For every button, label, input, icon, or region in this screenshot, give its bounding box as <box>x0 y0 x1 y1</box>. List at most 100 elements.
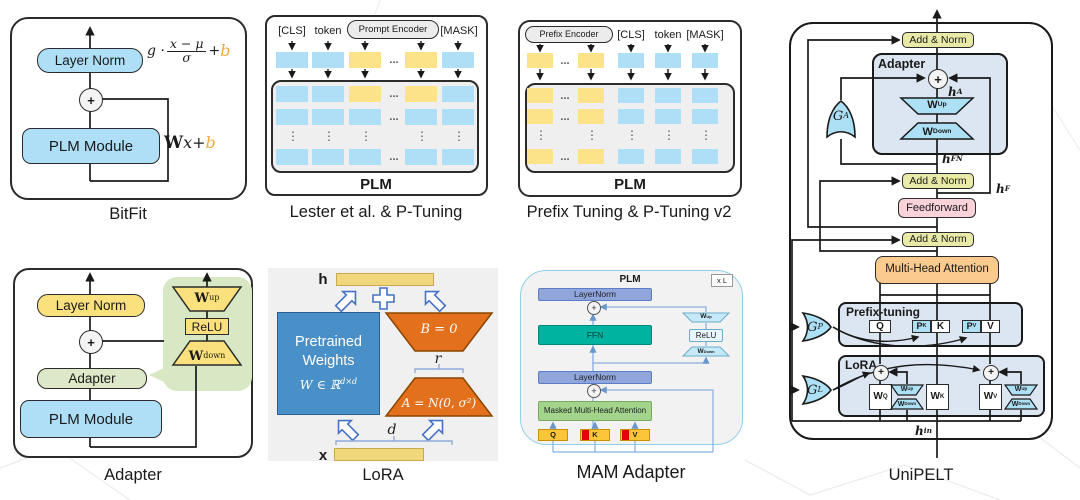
layernorm-formula: g · x − μ σ + b <box>147 36 231 65</box>
embedding-cell <box>692 53 718 68</box>
residual-plus-circle: + <box>79 330 103 354</box>
layer-norm-box: Layer Norm <box>37 48 143 73</box>
plm-cell <box>349 86 381 102</box>
k-prefix-segment <box>582 430 589 440</box>
unipelt-caption: UniPELT <box>888 466 954 484</box>
x-label: x <box>318 446 328 464</box>
lora-a-trapezoid <box>384 377 494 417</box>
layernorm-top-box: LayerNorm <box>538 288 652 301</box>
prefix-panel-label: Prefix-tuning <box>846 304 920 319</box>
cls-label: [CLS] <box>617 28 645 41</box>
prefix-caption: Prefix Tuning & P-Tuning v2 <box>526 203 732 221</box>
times-l-box: x L <box>711 274 733 287</box>
v-box: V <box>620 429 650 441</box>
pretrained-weights-box: Pretrained Weights W ∈ ℝd×d <box>277 312 380 415</box>
v-box: V <box>981 320 1000 333</box>
vdots: ⋮ <box>586 128 598 142</box>
layernorm-mid-box: LayerNorm <box>538 371 652 384</box>
w-up-label: W Up <box>900 386 914 393</box>
layer-norm-box: Layer Norm <box>37 294 145 317</box>
lester-caption: Lester et al. & P-Tuning <box>289 203 463 221</box>
embedding-cell <box>618 53 644 68</box>
w-up-trapezoid <box>681 312 731 323</box>
plm-cell <box>312 149 344 165</box>
w-up-label: W Up <box>1014 386 1028 393</box>
lora-caption: LoRA <box>362 466 404 484</box>
vdots: ⋮ <box>323 129 335 143</box>
w-down-label: W Down <box>922 126 952 138</box>
w-down-trapezoid <box>681 346 731 357</box>
w-down-trapezoid <box>1003 398 1039 410</box>
k-box: K <box>580 429 610 441</box>
embedding-cell <box>442 52 474 68</box>
mask-label: [MASK] <box>686 28 724 41</box>
h-fn-label: h FN <box>942 151 963 166</box>
plm-cell <box>405 109 437 125</box>
hdots: ... <box>389 111 399 123</box>
plm-cell <box>692 88 718 103</box>
up-right-arrow <box>421 419 444 442</box>
prefix-encoder-pill: Prefix Encoder <box>525 26 613 43</box>
hdots: ... <box>389 88 399 100</box>
vdots: ⋮ <box>700 128 712 142</box>
lora-a-label: A = N(0, σ²) <box>401 396 477 410</box>
plm-cell <box>312 109 344 125</box>
lora-add-circle-right: + <box>983 365 999 381</box>
adapter-callout-notch <box>149 368 164 382</box>
plm-cell <box>578 109 604 124</box>
relu-box: ReLU <box>689 329 723 342</box>
prefix-cell <box>527 53 553 68</box>
d-brace <box>335 436 453 445</box>
hdots: ... <box>389 151 399 163</box>
hdots: ... <box>560 55 570 67</box>
hdots: ... <box>560 111 570 123</box>
plm-cell <box>349 109 381 125</box>
cls-label: [CLS] <box>278 24 306 37</box>
prompt-encoder-pill: Prompt Encoder <box>347 20 439 39</box>
plm-cell <box>527 88 553 103</box>
w-up-label: W Up <box>927 99 947 111</box>
feedforward-box: Feedforward <box>898 198 976 218</box>
plm-cell <box>655 149 681 164</box>
plm-cell <box>442 149 474 165</box>
plm-cell <box>578 88 604 103</box>
add-circle: + <box>587 301 601 315</box>
plm-cell <box>618 88 644 103</box>
lora-b-label: B = 0 <box>420 321 458 337</box>
prompt-cell <box>405 52 437 68</box>
vdots: ⋮ <box>535 128 547 142</box>
relu-box: ReLU <box>185 318 229 335</box>
vdots: ⋮ <box>453 129 465 143</box>
multi-head-attention-box: Multi-Head Attention <box>875 256 999 284</box>
plm-cell <box>442 86 474 102</box>
plm-cell <box>527 109 553 124</box>
plm-cell <box>442 109 474 125</box>
embedding-cell <box>312 52 344 68</box>
embedding-cell <box>655 53 681 68</box>
add-norm-bottom-box: Add & Norm <box>902 232 974 247</box>
k-box: K <box>931 320 950 333</box>
w-down-label: W Down <box>697 347 715 355</box>
plm-cell <box>692 149 718 164</box>
mam-caption: MAM Adapter <box>576 462 686 482</box>
add-norm-mid-box: Add & Norm <box>902 173 974 189</box>
w-down-label: W Down <box>897 401 917 408</box>
lora-b-trapezoid <box>384 312 494 352</box>
vdots: ⋮ <box>287 129 299 143</box>
plm-cell <box>276 149 308 165</box>
plm-label: PLM <box>614 175 646 193</box>
plm-cell <box>618 109 644 124</box>
plm-cell <box>276 109 308 125</box>
up-left-arrow <box>337 419 360 442</box>
d-dim-label: d <box>387 421 397 438</box>
token-label: token <box>314 24 342 37</box>
vdots: ⋮ <box>360 129 372 143</box>
add-circle: + <box>587 384 601 398</box>
